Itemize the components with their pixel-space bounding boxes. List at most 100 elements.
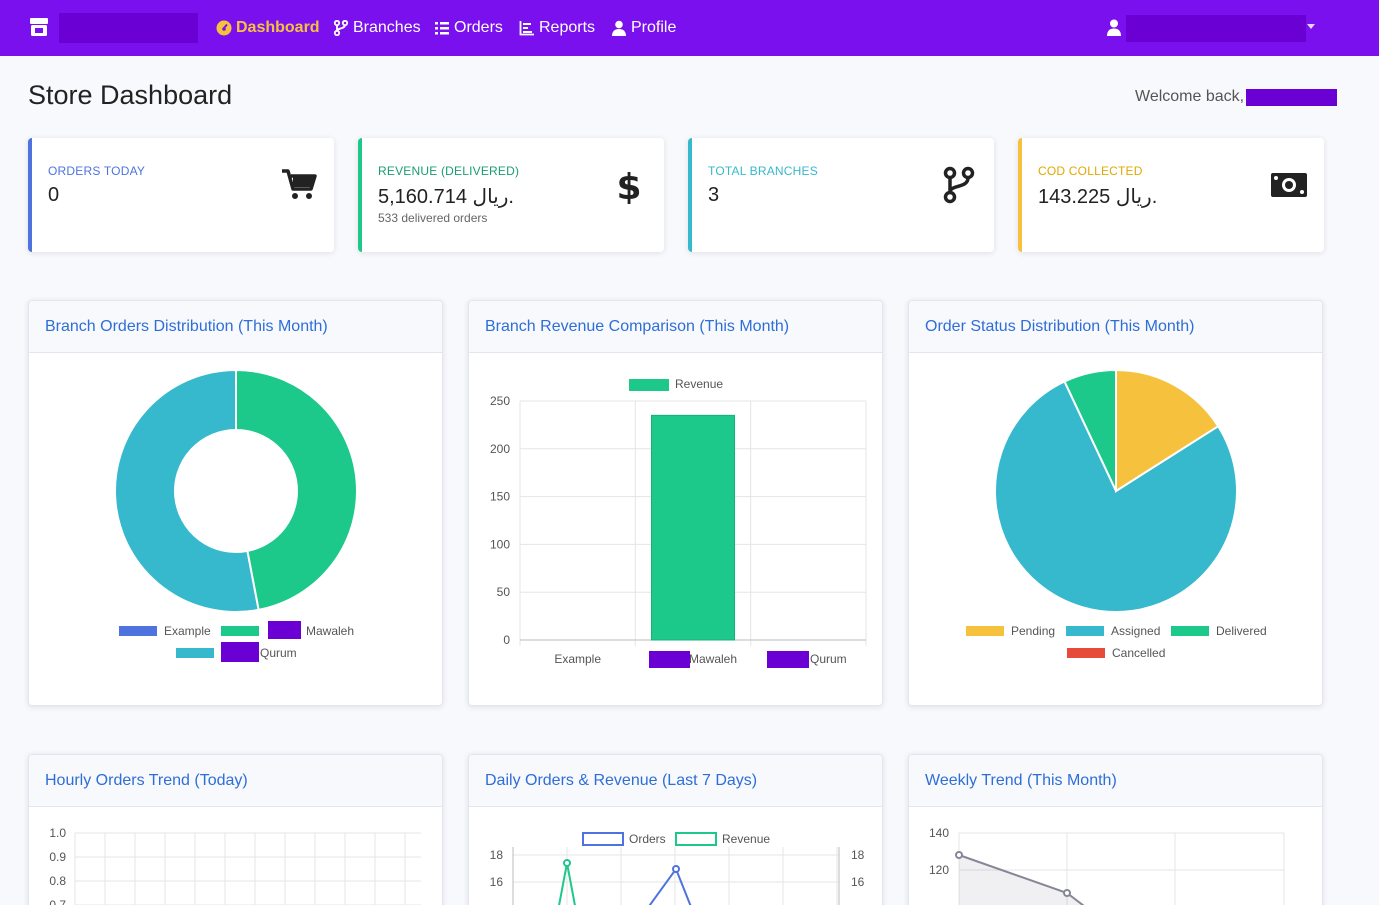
y-tick-label: 50: [497, 585, 511, 599]
bar-mawaleh[interactable]: [650, 414, 736, 641]
legend-label[interactable]: Pending: [1011, 624, 1055, 638]
chart-title: Weekly Trend (This Month): [909, 755, 1322, 807]
store-icon[interactable]: [28, 16, 50, 38]
pie-slice-qurum[interactable]: [114, 368, 260, 613]
stat-subtext: 533 delivered orders: [378, 211, 488, 225]
legend-swatch: [1066, 626, 1104, 636]
dollar-icon: $: [616, 167, 641, 204]
tachometer-icon: [216, 20, 232, 36]
stat-card-cod: COD COLLECTED 143.225 ريال.: [1018, 138, 1324, 252]
x-tick-label: Mawaleh: [689, 652, 737, 666]
pie-slice-mawaleh[interactable]: [235, 368, 358, 612]
legend-swatch: [176, 648, 214, 658]
legend-label[interactable]: Revenue: [722, 832, 770, 846]
nav-orders[interactable]: Orders: [434, 17, 503, 39]
y2-tick-label: 16: [851, 875, 865, 889]
stat-label: ORDERS TODAY: [48, 164, 146, 178]
svg-text:$: $: [616, 167, 641, 204]
chart-title: Daily Orders & Revenue (Last 7 Days): [469, 755, 882, 807]
stat-value: 3: [708, 184, 720, 206]
chart-card-daily: Daily Orders & Revenue (Last 7 Days) Ord…: [468, 754, 883, 905]
welcome-text: Welcome back,: [1135, 88, 1245, 105]
money-icon: [1271, 173, 1307, 197]
weekly-point[interactable]: [955, 851, 963, 859]
stat-card-revenue: REVENUE (DELIVERED) 5,160.714 ريال. 533 …: [358, 138, 664, 252]
stat-value: 0: [48, 184, 60, 206]
chart-title: Branch Revenue Comparison (This Month): [469, 301, 882, 353]
stat-label: TOTAL BRANCHES: [708, 164, 818, 178]
legend-label[interactable]: Example: [164, 624, 211, 638]
weekly-line-chart: 140 120: [929, 826, 1285, 905]
legend-swatch: [966, 626, 1004, 636]
legend-swatch: [1171, 626, 1209, 636]
nav-reports-label: Reports: [539, 19, 596, 36]
stat-card-branches: TOTAL BRANCHES 3: [688, 138, 994, 252]
stat-value: 143.225 ريال.: [1038, 186, 1158, 208]
orders-line: [648, 866, 692, 905]
y-tick-label: 200: [490, 442, 510, 456]
nav-branches[interactable]: Branches: [333, 17, 421, 39]
y2-tick-label: 18: [851, 848, 865, 862]
y-tick-label: 0.8: [49, 874, 66, 888]
nav-dashboard[interactable]: Dashboard: [216, 17, 320, 39]
nav-profile[interactable]: Profile: [611, 17, 676, 39]
chart-card-branch-orders: Branch Orders Distribution (This Month) …: [28, 300, 443, 706]
legend-label[interactable]: Mawaleh: [306, 624, 354, 638]
y-tick-label: 140: [929, 826, 949, 840]
welcome-name-redacted: [1246, 89, 1337, 106]
legend-swatch: [119, 626, 157, 636]
legend-redacted: [268, 621, 301, 639]
legend-label[interactable]: Revenue: [675, 377, 723, 391]
legend-redacted: [221, 642, 259, 662]
branch-revenue-bar-chart: Revenue 0 50 100 150 200 250 Example Mawaleh Qur…: [490, 377, 867, 668]
page-title: Store Dashboard: [28, 80, 233, 110]
x-tick-label: Example: [554, 652, 601, 666]
nav-reports[interactable]: Reports: [519, 17, 595, 39]
y-tick-label: 0.9: [49, 850, 66, 864]
nav-orders-label: Orders: [454, 19, 503, 36]
brand-name-redacted[interactable]: [59, 13, 198, 43]
stat-label: COD COLLECTED: [1038, 164, 1143, 178]
order-status-pie-chart: Pending Assigned Delivered Cancelled: [966, 368, 1267, 660]
tick-redacted: [649, 651, 690, 668]
legend-label[interactable]: Cancelled: [1112, 646, 1165, 660]
stat-card-orders-today: ORDERS TODAY 0: [28, 138, 334, 252]
y-tick-label: 18: [490, 848, 504, 862]
stat-label: REVENUE (DELIVERED): [378, 164, 520, 178]
x-tick-label: Qurum: [810, 652, 847, 666]
y-tick-label: 0: [503, 633, 510, 647]
axes: 0 50 100 150 200 250 Example Mawaleh Qurum: [490, 394, 867, 666]
nav-profile-label: Profile: [631, 19, 677, 36]
user-icon[interactable]: [1106, 19, 1122, 36]
weekly-area: [959, 855, 1083, 905]
user-name-redacted[interactable]: [1126, 15, 1306, 42]
chart-icon: [519, 21, 534, 36]
y-tick-label: 0.7: [49, 898, 66, 905]
y-tick-label: 120: [929, 863, 949, 877]
daily-line-chart: Orders Revenue 18 18 16 16: [490, 832, 865, 905]
legend-label[interactable]: Orders: [629, 832, 666, 846]
orders-point[interactable]: [672, 865, 680, 873]
legend-label[interactable]: Qurum: [260, 646, 297, 660]
legend-label[interactable]: Assigned: [1111, 624, 1160, 638]
chart-title: Hourly Orders Trend (Today): [29, 755, 442, 807]
chart-title: Order Status Distribution (This Month): [909, 301, 1322, 353]
revenue-point[interactable]: [563, 859, 571, 867]
chart-card-branch-revenue: Branch Revenue Comparison (This Month) R…: [468, 300, 883, 706]
pie-slice-assigned[interactable]: [994, 380, 1238, 613]
list-icon: [435, 22, 449, 35]
top-navbar: Dashboard Branches Orders Reports Profil…: [0, 0, 1379, 56]
chart-title: Branch Orders Distribution (This Month): [29, 301, 442, 353]
stat-value: 5,160.714 ريال.: [378, 186, 514, 208]
tick-redacted: [767, 651, 809, 668]
pie-slice-pending[interactable]: [1115, 368, 1220, 493]
y-tick-label: 250: [490, 394, 510, 408]
y-tick-label: 1.0: [49, 826, 66, 840]
weekly-point[interactable]: [1063, 889, 1071, 897]
legend-swatch: [221, 626, 259, 636]
branch-icon: [333, 20, 349, 36]
legend-label[interactable]: Delivered: [1216, 624, 1267, 638]
legend-swatch: [675, 832, 717, 846]
user-icon: [612, 20, 626, 36]
chevron-down-icon[interactable]: [1307, 24, 1315, 29]
